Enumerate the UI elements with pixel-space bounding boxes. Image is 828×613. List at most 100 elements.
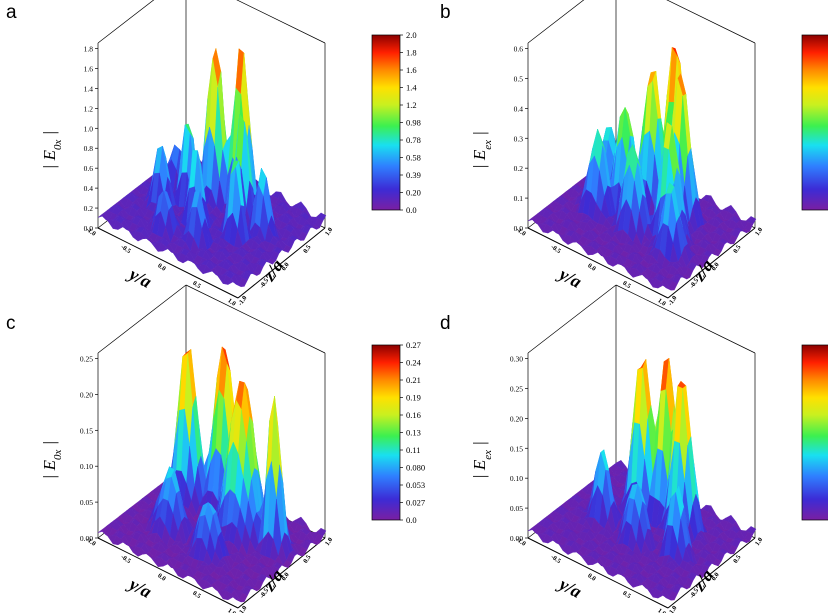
z-axis-label: | Eex | xyxy=(470,441,494,479)
y-axis-line xyxy=(97,227,239,299)
y-tick-label: 0.0 xyxy=(156,262,167,272)
zaxis-tick-label: -1.0 xyxy=(667,605,679,613)
y-tick-label: 0.5 xyxy=(191,590,202,601)
z-tick-label: 0.20 xyxy=(510,414,523,423)
z-tick-label: 0.00 xyxy=(80,534,93,543)
z-tick-label: 0.6 xyxy=(84,164,94,173)
y-tick-label: 1.0 xyxy=(656,297,667,307)
z-axis-label-sub: ex xyxy=(482,140,494,150)
colorbar-tick-label: 0.27 xyxy=(406,340,421,350)
zaxis-tick-label: -1.0 xyxy=(237,605,249,613)
colorbar-tick-label: 0.98 xyxy=(406,118,421,128)
y-tick-label: 0.0 xyxy=(156,572,167,582)
z-axis-label-bar: | xyxy=(40,131,59,140)
zaxis-tick-label: 0.5 xyxy=(302,553,313,564)
z-tick-label: 1.2 xyxy=(84,104,94,113)
colorbar xyxy=(371,344,401,521)
colorbar-tick-label: 1.8 xyxy=(406,48,417,58)
y-tick-label: 0.5 xyxy=(191,280,202,291)
colorbar xyxy=(801,34,828,211)
zaxis-tick-label: 0.0 xyxy=(280,261,290,272)
y-axis-line xyxy=(97,537,239,609)
zaxis-tick-label: 1.0 xyxy=(754,226,764,237)
colorbar-tick-label: 2.0 xyxy=(406,30,417,40)
panel-c: 0.00 0.05 0.10 0.15 0.20 0.25 | E0x | -1.0 -0.5 0… xyxy=(40,284,425,613)
z-axis-line xyxy=(237,537,326,609)
y-tick-label: 0.0 xyxy=(586,262,597,272)
y-axis-title: y/a xyxy=(124,573,155,602)
z-tick-label: 0.0 xyxy=(84,224,94,233)
surface xyxy=(527,357,757,601)
box-edge xyxy=(97,284,187,354)
y-tick-label: 0.5 xyxy=(621,590,632,601)
y-axis-line xyxy=(527,227,669,299)
z-tick-label: 1.0 xyxy=(84,124,94,133)
colorbar-tick-label: 0.0 xyxy=(406,205,417,215)
panel-letter-b: b xyxy=(440,2,451,23)
z-tick-label: 1.8 xyxy=(84,45,94,54)
panel-letter-a: a xyxy=(6,2,17,23)
y-axis-title: y/a xyxy=(554,573,585,602)
colorbar-tick-label: 1.2 xyxy=(406,100,417,110)
z-tick-label: 0.2 xyxy=(514,164,524,173)
z-tick-label: 0.1 xyxy=(514,194,524,203)
box-edge xyxy=(97,0,155,44)
y-tick-label: 1.0 xyxy=(656,607,667,613)
z-tick-label: 0.25 xyxy=(510,384,523,393)
z-tick-label: 0.5 xyxy=(514,74,524,83)
zaxis-tick-label: 1.0 xyxy=(754,536,764,547)
z-axis-label-sub: ex xyxy=(482,450,494,460)
surface xyxy=(527,46,757,291)
z-axis-label-sub: 0x xyxy=(52,450,64,461)
z-axis-label: | E0x | xyxy=(40,441,64,480)
z-tick-label: 1.4 xyxy=(84,84,94,93)
colorbar-tick-label: 1.6 xyxy=(406,65,417,75)
y-tick-label: 1.0 xyxy=(226,297,237,307)
colorbar-tick-label: 0.053 xyxy=(406,480,425,490)
box-edge xyxy=(236,0,326,44)
y-tick-label: -1.0 xyxy=(514,226,526,238)
colorbar-tick-label: 0.11 xyxy=(406,445,421,455)
colorbar xyxy=(371,34,401,211)
z-tick-label: 0.4 xyxy=(514,104,524,113)
y-tick-label: -1.0 xyxy=(514,536,526,548)
colorbar-tick-label: 0.21 xyxy=(406,375,421,385)
zaxis-tick-label: 0.0 xyxy=(710,571,720,582)
y-tick-label: -0.5 xyxy=(549,243,562,255)
colorbar-tick-label: 0.39 xyxy=(406,170,421,180)
surface-patch xyxy=(662,285,672,291)
z-tick-label: 0.25 xyxy=(80,355,93,364)
surface-patch xyxy=(662,595,672,601)
colorbar-tick-label: 0.24 xyxy=(406,358,422,368)
panel-b: 0.0 0.1 0.2 0.3 0.4 0.5 0.6 | Eex | -1.0 -0.5 0.0 0… xyxy=(470,0,828,308)
y-axis-title: y/a xyxy=(124,263,155,292)
colorbar-tick-label: 0.16 xyxy=(406,410,421,420)
y-tick-label: 0.0 xyxy=(586,572,597,582)
y-tick-label: 1.0 xyxy=(226,607,237,613)
zaxis-tick-label: 1.0 xyxy=(324,226,334,237)
z-tick-label: 0.15 xyxy=(80,426,93,435)
z-tick-label: 0.00 xyxy=(510,534,523,543)
z-tick-label: 1.6 xyxy=(84,64,94,73)
z-tick-label: 0.10 xyxy=(510,474,523,483)
z-axis-label-bar: | xyxy=(470,131,489,140)
z-tick-label: 0.10 xyxy=(80,462,93,471)
colorbar-tick-label: 0.58 xyxy=(406,153,421,163)
z-tick-label: 0.6 xyxy=(514,45,524,54)
y-tick-label: -1.0 xyxy=(84,226,96,238)
zaxis-tick-label: 1.0 xyxy=(324,536,334,547)
colorbar xyxy=(801,344,828,521)
y-tick-label: 0.5 xyxy=(621,280,632,291)
z-axis-label-bar: | xyxy=(470,441,489,450)
z-tick-label: 0.0 xyxy=(514,224,524,233)
z-tick-label: 0.15 xyxy=(510,444,523,453)
surface-patch xyxy=(232,596,242,603)
z-tick-label: 0.2 xyxy=(84,204,94,213)
colorbar-tick-label: 0.20 xyxy=(406,188,421,198)
y-tick-label: -0.5 xyxy=(119,243,132,255)
y-tick-label: -1.0 xyxy=(84,536,96,548)
box-edge xyxy=(666,0,756,44)
surface-patch xyxy=(232,281,242,287)
z-tick-label: 0.05 xyxy=(510,504,523,513)
